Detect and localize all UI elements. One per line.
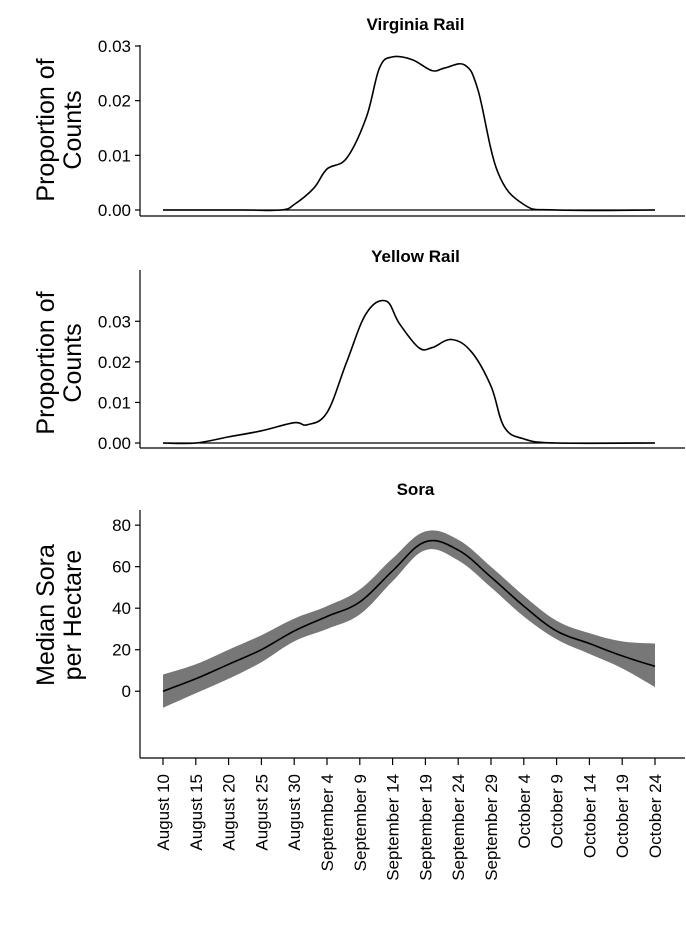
y-axis-label: Median Soraper Hectare [32, 544, 87, 686]
y-tick-label: 0.00 [98, 201, 131, 220]
series-line [163, 301, 655, 444]
x-tick-label: October 19 [613, 774, 632, 858]
x-tick-label: August 10 [154, 774, 173, 851]
panel-sora: Sora 0 20 40 60 80 Median Soraper Hectare [32, 480, 685, 758]
x-tick-label: September 19 [416, 774, 435, 881]
y-tick-label: 0.02 [98, 353, 131, 372]
x-tick-label: August 30 [285, 774, 304, 851]
y-axis-label: Proportion ofCounts [32, 291, 87, 434]
x-tick-label: October 4 [515, 774, 534, 849]
x-tick-label: September 29 [482, 774, 501, 881]
panel-title: Yellow Rail [371, 247, 460, 266]
y-tick-label: 0.00 [98, 434, 131, 453]
y-tick-label: 60 [112, 558, 131, 577]
x-axis-dates: August 10 August 15 August 20 August 25 Augu… [154, 758, 665, 881]
y-tick-label: 0.03 [98, 37, 131, 56]
panel-virginia-rail: Virginia Rail 0.00 0.01 0.02 0.03 Proportion … [32, 15, 685, 220]
y-tick-label: 20 [112, 641, 131, 660]
x-tick-label: October 24 [646, 774, 665, 858]
series-line [163, 56, 655, 210]
x-tick-label: August 20 [220, 774, 239, 851]
y-tick-label: 0.02 [98, 92, 131, 111]
x-tick-label: September 24 [449, 774, 468, 881]
x-tick-label: August 15 [187, 774, 206, 851]
confidence-band [163, 530, 655, 707]
y-tick-label: 40 [112, 599, 131, 618]
x-tick-label: September 14 [384, 774, 403, 881]
x-tick-label: September 4 [318, 774, 337, 871]
y-tick-label: 80 [112, 516, 131, 535]
y-tick-label: 0.01 [98, 393, 131, 412]
panel-yellow-rail: Yellow Rail 0.00 0.01 0.02 0.03 Proportion of… [32, 247, 685, 453]
x-tick-label: October 14 [580, 774, 599, 858]
y-tick-label: 0.01 [98, 146, 131, 165]
x-tick-label: August 25 [252, 774, 271, 851]
panel-title: Sora [397, 480, 435, 499]
y-tick-label: 0 [122, 682, 131, 701]
panel-title: Virginia Rail [367, 15, 465, 34]
y-axis-label: Proportion ofCounts [32, 58, 87, 201]
x-tick-label: September 9 [351, 774, 370, 871]
x-tick-label: October 9 [548, 774, 567, 849]
y-tick-label: 0.03 [98, 312, 131, 331]
